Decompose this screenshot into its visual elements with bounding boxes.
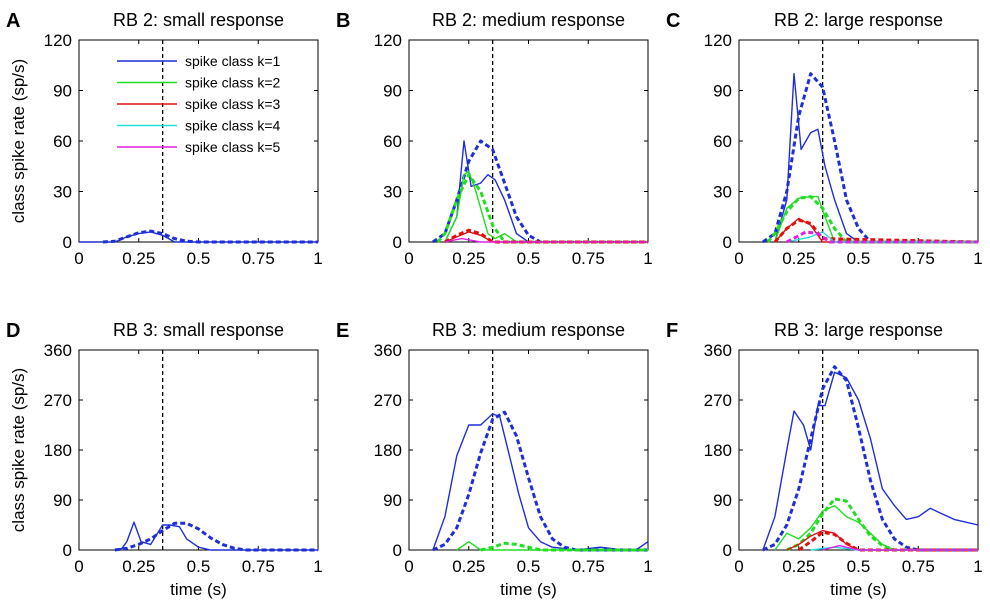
panel-letter: B [336, 10, 350, 32]
y-tick-label: 270 [704, 391, 732, 410]
y-tick-label: 0 [723, 233, 732, 252]
x-tick-label: 0.5 [517, 557, 541, 576]
legend-label: spike class k=1 [185, 53, 281, 69]
legend-label: spike class k=2 [185, 75, 281, 91]
y-tick-label: 60 [383, 132, 402, 151]
x-tick-label: 0.5 [517, 249, 541, 268]
axes-box [739, 40, 978, 242]
y-tick-label: 30 [713, 183, 732, 202]
y-tick-label: 0 [393, 541, 402, 560]
x-tick-label: 0.75 [242, 557, 275, 576]
x-tick-label: 0 [734, 557, 743, 576]
y-tick-label: 270 [374, 391, 402, 410]
x-axis-label: time (s) [830, 580, 887, 599]
panel-F: 0 0.25 0.5 0.75 1 0 90 180 270 360 RB 3: large res… [666, 320, 983, 599]
panel-C: 0 0.25 0.5 0.75 1 0 30 60 90 120 RB 2: large respo… [666, 10, 983, 268]
y-tick-label: 90 [383, 82, 402, 101]
y-tick-label: 90 [53, 491, 72, 510]
x-tick-label: 0.25 [782, 249, 815, 268]
panel-title: RB 3: large response [774, 320, 943, 340]
x-tick-label: 0.5 [187, 249, 211, 268]
x-tick-label: 0.75 [572, 557, 605, 576]
y-tick-label: 90 [53, 82, 72, 101]
x-tick-label: 1 [973, 249, 982, 268]
y-axis-label: class spike rate (sp/s) [9, 368, 28, 532]
x-axis-label: time (s) [170, 580, 227, 599]
panel-D: 0 0.25 0.5 0.75 1 0 90 180 270 360 RB 3: small res… [6, 320, 323, 599]
legend-label: spike class k=3 [185, 96, 281, 112]
y-tick-label: 60 [53, 132, 72, 151]
x-tick-label: 0 [74, 557, 83, 576]
y-tick-label: 90 [383, 491, 402, 510]
y-tick-label: 30 [383, 183, 402, 202]
y-tick-label: 360 [374, 341, 402, 360]
y-tick-label: 0 [723, 541, 732, 560]
x-tick-label: 0 [404, 557, 413, 576]
x-tick-label: 0 [74, 249, 83, 268]
panel-title: RB 2: small response [113, 10, 284, 30]
axes-box [79, 350, 318, 550]
x-tick-label: 0.75 [572, 249, 605, 268]
x-tick-label: 0.25 [122, 557, 155, 576]
x-tick-label: 1 [313, 557, 322, 576]
x-tick-label: 0.75 [242, 249, 275, 268]
x-tick-label: 0.25 [782, 557, 815, 576]
x-tick-label: 1 [643, 249, 652, 268]
y-tick-label: 180 [704, 441, 732, 460]
y-tick-label: 360 [704, 341, 732, 360]
panel-letter: D [6, 320, 20, 342]
legend-label: spike class k=4 [185, 118, 281, 134]
x-tick-label: 0 [404, 249, 413, 268]
panel-E: 0 0.25 0.5 0.75 1 0 90 180 270 360 RB 3: medium re… [336, 320, 653, 599]
x-tick-label: 1 [973, 557, 982, 576]
x-tick-label: 0.5 [847, 557, 871, 576]
x-tick-label: 0.25 [122, 249, 155, 268]
panel-title: RB 2: medium response [432, 10, 625, 30]
y-tick-label: 360 [44, 341, 72, 360]
y-tick-label: 0 [63, 541, 72, 560]
y-tick-label: 0 [393, 233, 402, 252]
panel-letter: E [336, 320, 349, 342]
x-tick-label: 1 [643, 557, 652, 576]
axes-box [409, 350, 648, 550]
axes-box [409, 40, 648, 242]
y-tick-label: 30 [53, 183, 72, 202]
y-tick-label: 120 [704, 31, 732, 50]
y-tick-label: 90 [713, 491, 732, 510]
y-tick-label: 90 [713, 82, 732, 101]
x-tick-label: 0.75 [902, 557, 935, 576]
panel-A: 0 0.25 0.5 0.75 1 0 30 60 90 120 RB 2: small respo… [6, 10, 323, 268]
panel-title: RB 3: medium response [432, 320, 625, 340]
y-tick-label: 180 [374, 441, 402, 460]
x-tick-label: 0.5 [187, 557, 211, 576]
panel-letter: C [666, 10, 680, 32]
x-tick-label: 1 [313, 249, 322, 268]
panel-title: RB 3: small response [113, 320, 284, 340]
x-tick-label: 0.25 [452, 557, 485, 576]
panel-title: RB 2: large response [774, 10, 943, 30]
y-tick-label: 270 [44, 391, 72, 410]
y-tick-label: 120 [374, 31, 402, 50]
x-axis-label: time (s) [500, 580, 557, 599]
y-tick-label: 120 [44, 31, 72, 50]
panel-letter: F [666, 320, 678, 342]
y-tick-label: 0 [63, 233, 72, 252]
y-tick-label: 180 [44, 441, 72, 460]
x-tick-label: 0 [734, 249, 743, 268]
legend-label: spike class k=5 [185, 139, 281, 155]
x-tick-label: 0.75 [902, 249, 935, 268]
y-axis-label: class spike rate (sp/s) [9, 59, 28, 223]
panel-B: 0 0.25 0.5 0.75 1 0 30 60 90 120 RB 2: medium resp… [336, 10, 653, 268]
y-tick-label: 60 [713, 132, 732, 151]
x-tick-label: 0.5 [847, 249, 871, 268]
panel-letter: A [6, 10, 20, 32]
x-tick-label: 0.25 [452, 249, 485, 268]
